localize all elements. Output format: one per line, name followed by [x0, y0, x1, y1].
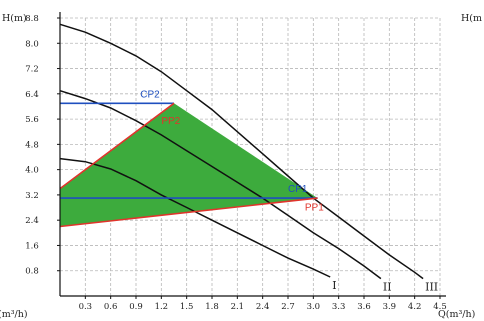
y-tick-label: 7.2	[25, 65, 39, 75]
x-tick-label: 1.5	[180, 302, 194, 312]
y-tick-label: 4.8	[25, 140, 39, 150]
x-axis-label-left: (m³/h)	[0, 309, 28, 320]
axes	[59, 12, 446, 297]
y-tick-label: 5.6	[25, 115, 39, 125]
curve-label: I	[332, 279, 336, 292]
curve-II	[59, 89, 382, 280]
x-tick-label: 3.6	[357, 302, 371, 312]
y-axis-label: H(m)	[2, 13, 27, 24]
x-tick-label: 2.7	[281, 302, 295, 312]
curve-III	[59, 23, 424, 280]
mode-line-pp1	[59, 197, 318, 228]
x-tick-label: 0.6	[104, 302, 118, 312]
curve-label: II	[383, 281, 392, 294]
operating-region	[60, 103, 318, 227]
x-tick-label: 1.8	[205, 302, 219, 312]
mode-lines: CP2 CP1 PP2 PP1	[59, 90, 324, 228]
mode-label-pp2: PP2	[161, 116, 180, 127]
x-axis-label: Q(m³/h)	[438, 309, 475, 320]
x-tick-label: 0.3	[79, 302, 93, 312]
mode-label-pp1: PP1	[305, 203, 324, 214]
y-tick-label: 6.4	[25, 90, 39, 100]
curve-I	[59, 157, 331, 278]
mode-label-cp2: CP2	[140, 90, 160, 101]
x-tick-label: 0.9	[129, 302, 143, 312]
tick-labels: 0.3 0.6 0.9 1.2 1.5 1.8 2.1 2.4 2.7 3.0 3.3 3.6 3.9 4…	[25, 14, 447, 312]
y-tick-label: 0.8	[25, 267, 39, 277]
mode-line-pp2	[59, 102, 175, 190]
y-tick-label: 8.8	[25, 14, 39, 24]
curve-label: III	[425, 281, 438, 294]
x-tick-label: 2.1	[231, 302, 245, 312]
labels: H(m) H(m Q(m³/h) (m³/h)	[0, 13, 482, 320]
x-tick-label: 3.0	[307, 302, 321, 312]
x-tick-label: 3.3	[332, 302, 346, 312]
y-tick-label: 1.6	[25, 241, 39, 251]
pump-curves: I II III	[59, 23, 438, 294]
x-tick-label: 4.5	[433, 302, 447, 312]
y-tick-label: 4.0	[25, 166, 39, 176]
y-axis-label-right: H(m	[461, 13, 482, 24]
y-tick-label: 2.4	[25, 216, 39, 226]
x-tick-label: 1.2	[155, 302, 169, 312]
x-tick-label: 2.4	[256, 302, 270, 312]
y-tick-label: 3.2	[25, 191, 39, 201]
operating-region-group	[60, 103, 318, 227]
x-tick-label: 3.9	[383, 302, 397, 312]
mode-label-cp1: CP1	[288, 184, 308, 195]
x-tick-label: 4.2	[408, 302, 422, 312]
y-tick-label: 8.0	[25, 39, 39, 49]
